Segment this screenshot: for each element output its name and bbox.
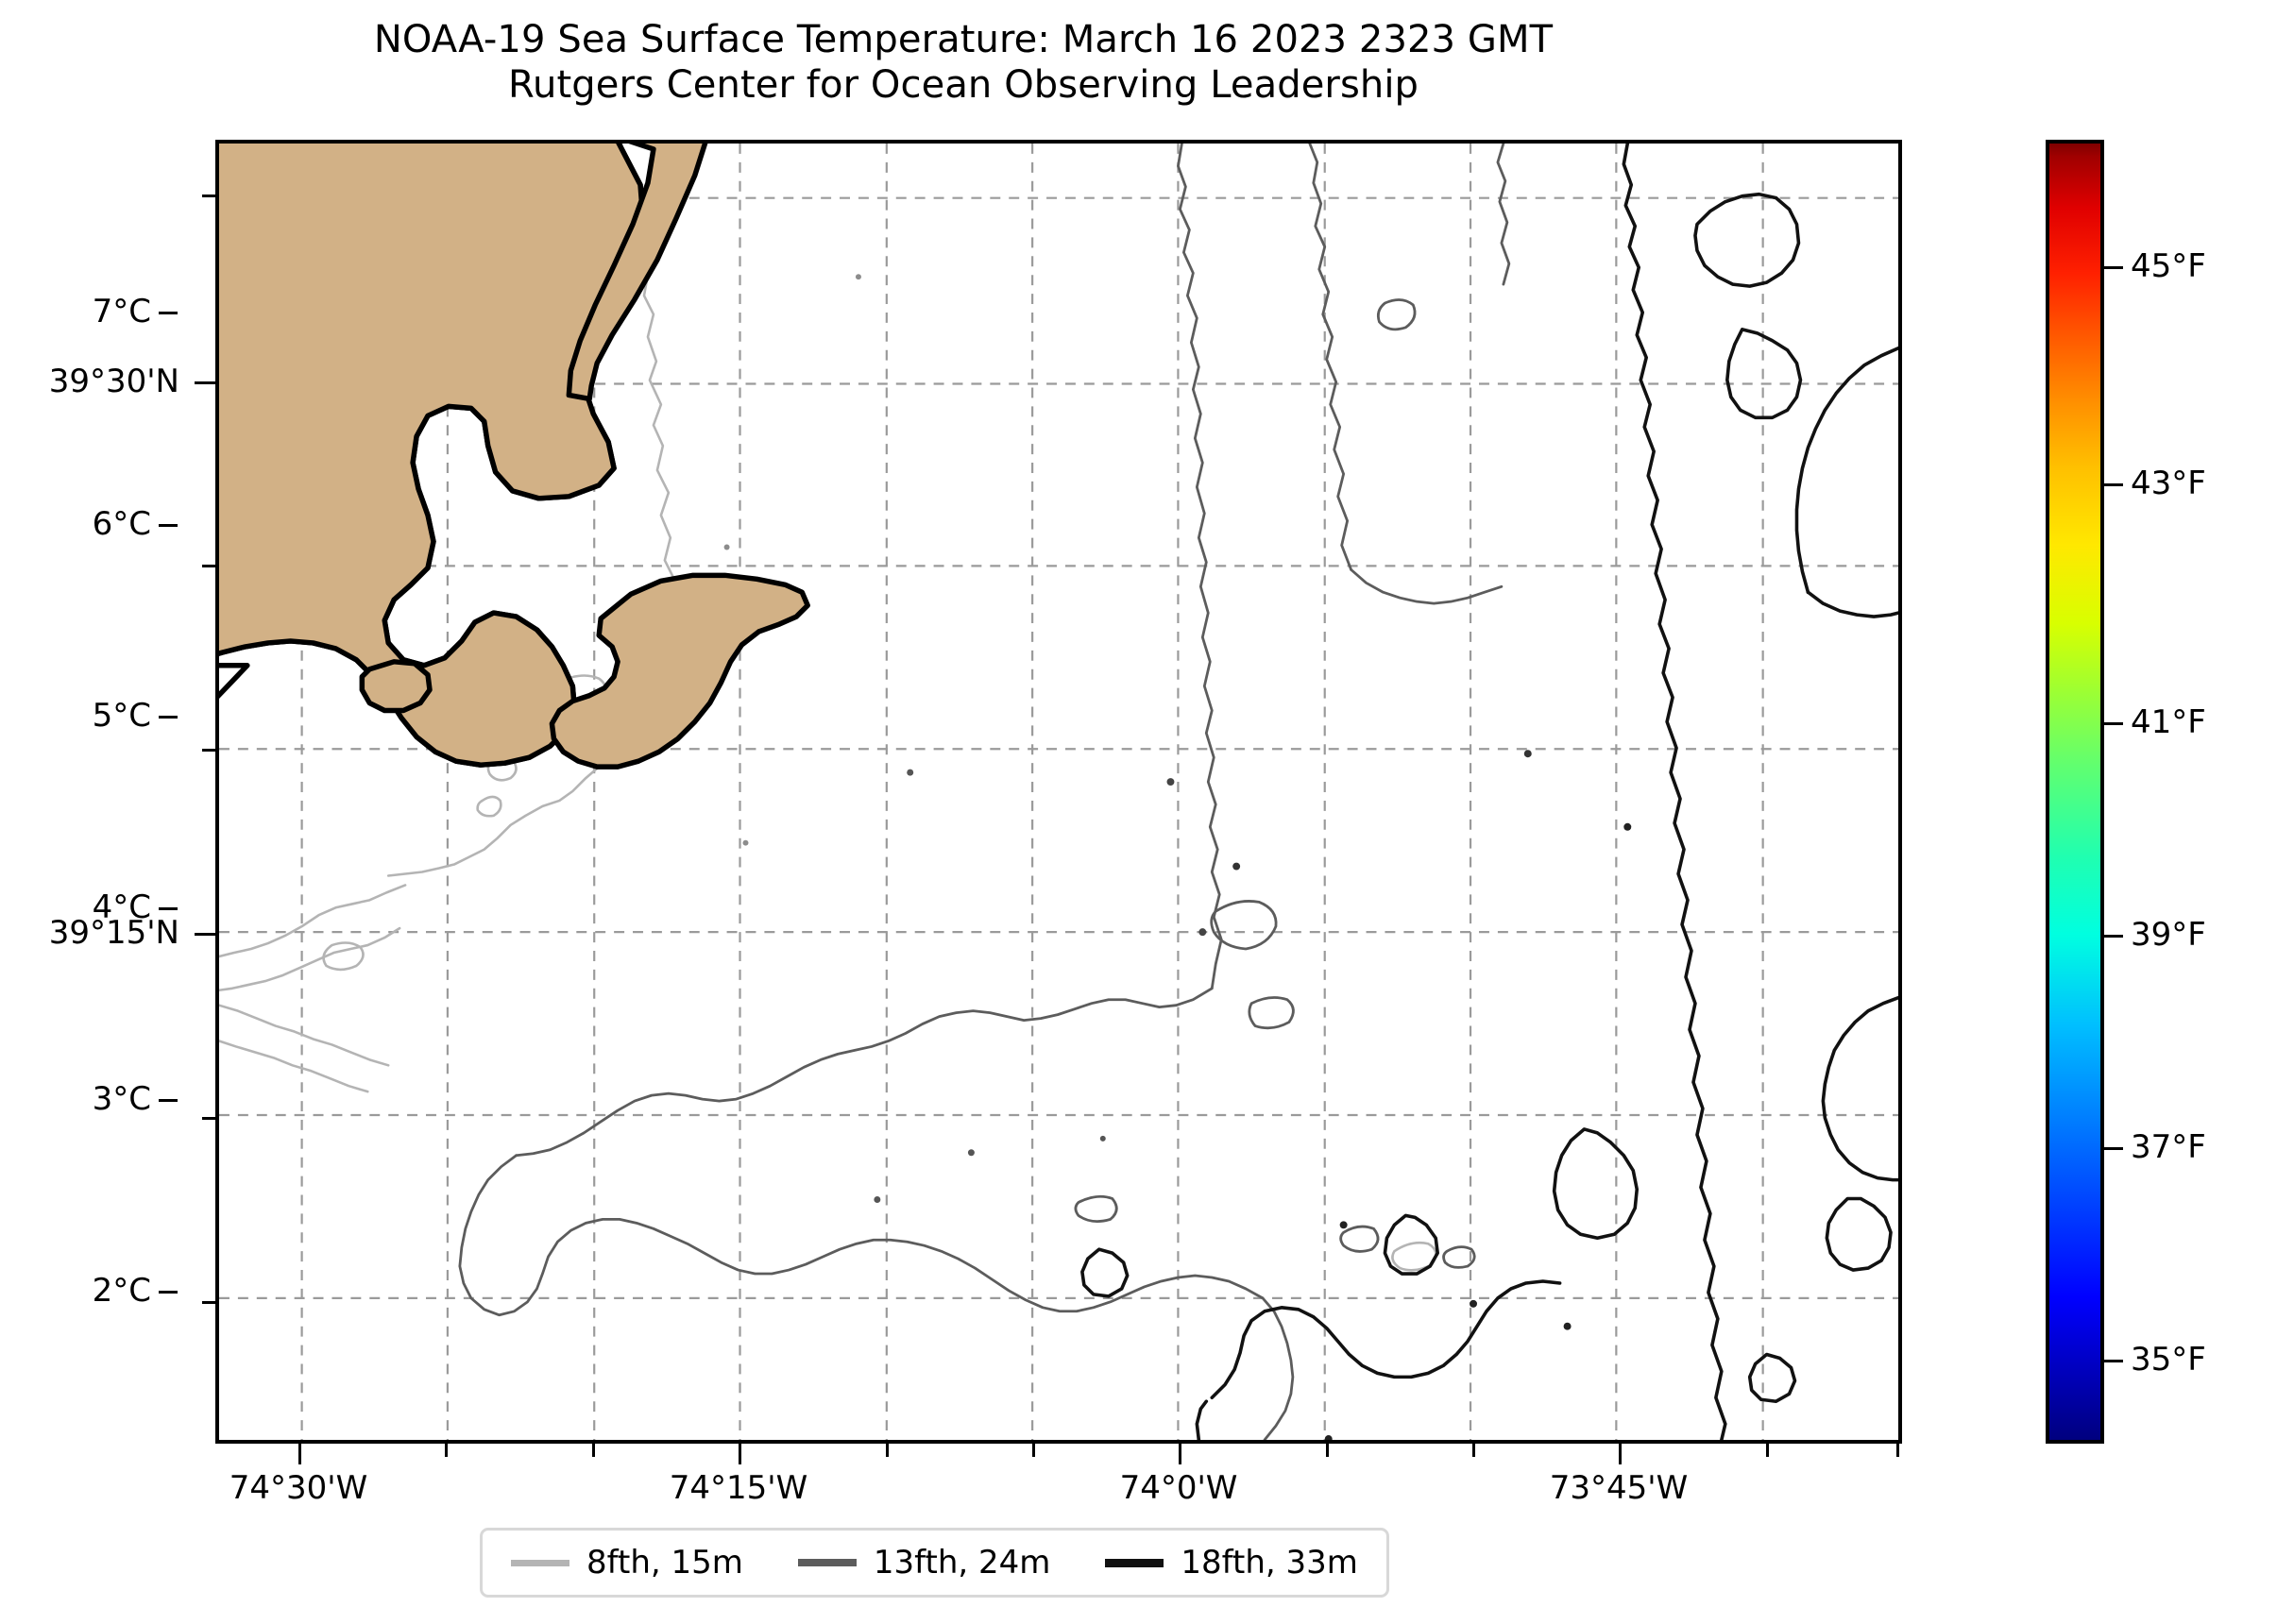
y-tick-minor-4 — [202, 1117, 215, 1120]
y-tick-minor-1 — [202, 195, 215, 197]
y-axis-label-1: 39°30'N — [48, 363, 179, 400]
x-tick-minor-6 — [1472, 1444, 1475, 1457]
x-tick-minor-8 — [1896, 1444, 1899, 1457]
x-tick-minor-5 — [1326, 1444, 1329, 1457]
colorbar-tick-c-7 — [159, 312, 178, 314]
x-tick-major-3 — [1179, 1444, 1181, 1464]
y-axis-label-2: 39°15'N — [48, 914, 179, 952]
colorbar-tick-f-37 — [2104, 1147, 2123, 1150]
colorbar-label-f-45: 45°F — [2131, 247, 2206, 285]
chart-title: NOAA-19 Sea Surface Temperature: March 1… — [0, 17, 1927, 108]
legend-item-18fth: 18fth, 33m — [1105, 1544, 1358, 1582]
map-plot-area — [215, 140, 1902, 1444]
x-axis-label-3: 74°0'W — [1119, 1469, 1238, 1507]
colorbar-label-c-7: 7°C — [92, 293, 151, 330]
map-canvas — [219, 144, 1898, 1440]
y-tick-minor-5 — [202, 1301, 215, 1304]
bathymetry-legend: 8fth, 15m 13fth, 24m 18fth, 33m — [480, 1528, 1389, 1598]
x-tick-minor-7 — [1766, 1444, 1769, 1457]
x-axis-label-1: 74°30'W — [229, 1469, 368, 1507]
gridlines — [219, 144, 1898, 1440]
colorbar — [2046, 140, 2104, 1444]
legend-line-icon-8fth — [511, 1559, 569, 1566]
legend-line-icon-13fth — [797, 1559, 857, 1566]
colorbar-tick-c-6 — [159, 524, 178, 527]
x-axis-label-4: 73°45'W — [1549, 1469, 1689, 1507]
x-tick-major-4 — [1619, 1444, 1622, 1464]
bathymetry-13fth — [458, 144, 1511, 1440]
x-tick-major-1 — [298, 1444, 301, 1464]
colorbar-label-f-43: 43°F — [2131, 465, 2206, 502]
colorbar-label-c-2: 2°C — [92, 1272, 151, 1310]
colorbar-label-c-4: 4°C — [92, 888, 151, 926]
colorbar-tick-f-35 — [2104, 1360, 2123, 1362]
y-tick-minor-2 — [202, 565, 215, 567]
colorbar-label-f-35: 35°F — [2131, 1341, 2206, 1379]
title-line-2: Rutgers Center for Ocean Observing Leade… — [507, 63, 1419, 107]
y-tick-minor-3 — [202, 749, 215, 752]
colorbar-gradient — [2046, 140, 2104, 1444]
legend-label-8fth: 8fth, 15m — [586, 1544, 743, 1582]
colorbar-label-f-37: 37°F — [2131, 1128, 2206, 1166]
x-tick-minor-2 — [592, 1444, 595, 1457]
bathymetry-18fth — [1080, 144, 1898, 1440]
colorbar-label-f-39: 39°F — [2131, 916, 2206, 954]
colorbar-tick-f-41 — [2104, 722, 2123, 725]
colorbar-tick-c-3 — [159, 1099, 178, 1102]
map-graphic — [219, 144, 1898, 1440]
bathymetry-specks — [723, 274, 1632, 1440]
colorbar-label-c-5: 5°C — [92, 697, 151, 735]
legend-line-icon-18fth — [1105, 1558, 1164, 1567]
colorbar-tick-f-43 — [2104, 483, 2123, 486]
y-tick-major-2 — [195, 933, 215, 936]
colorbar-label-c-3: 3°C — [92, 1080, 151, 1118]
colorbar-label-f-41: 41°F — [2131, 703, 2206, 741]
legend-item-13fth: 13fth, 24m — [797, 1544, 1051, 1582]
colorbar-tick-c-2 — [159, 1291, 178, 1294]
x-tick-minor-3 — [886, 1444, 889, 1457]
colorbar-tick-f-45 — [2104, 266, 2123, 269]
colorbar-tick-c-4 — [159, 907, 178, 910]
colorbar-tick-f-39 — [2104, 935, 2123, 938]
x-tick-minor-1 — [445, 1444, 448, 1457]
legend-label-18fth: 18fth, 33m — [1181, 1544, 1358, 1582]
colorbar-label-c-6: 6°C — [92, 505, 151, 543]
title-line-1: NOAA-19 Sea Surface Temperature: March 1… — [373, 18, 1554, 61]
legend-label-13fth: 13fth, 24m — [873, 1544, 1051, 1582]
colorbar-tick-c-5 — [159, 716, 178, 719]
legend-item-8fth: 8fth, 15m — [511, 1544, 743, 1582]
x-tick-major-2 — [739, 1444, 741, 1464]
y-tick-major-1 — [195, 381, 215, 384]
land-polygons — [219, 144, 810, 770]
x-axis-label-2: 74°15'W — [669, 1469, 808, 1507]
x-tick-minor-4 — [1032, 1444, 1035, 1457]
